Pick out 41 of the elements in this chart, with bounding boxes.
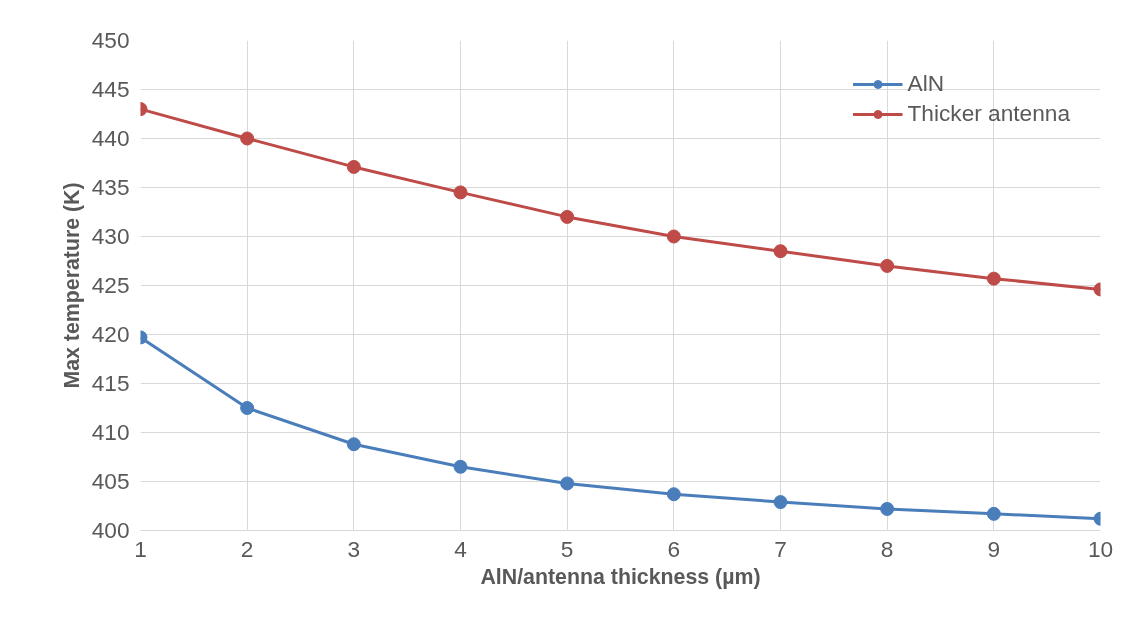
point	[986, 506, 1001, 521]
point	[346, 437, 361, 452]
point	[560, 476, 575, 491]
y-tick-label: 445	[91, 76, 130, 102]
point	[986, 271, 1001, 286]
point	[773, 244, 788, 259]
x-tick-label: 7	[774, 535, 787, 562]
point	[880, 501, 895, 516]
point	[560, 209, 575, 224]
y-tick-label: 405	[91, 468, 130, 494]
point	[453, 459, 468, 474]
x-tick-label: 1	[134, 535, 147, 562]
point	[240, 401, 255, 415]
point	[240, 131, 255, 146]
x-axis-title: AlN/antenna thickness (µm)	[480, 564, 761, 589]
point	[666, 229, 681, 244]
x-tick-label: 9	[987, 535, 1001, 562]
y-tick-label: 435	[91, 174, 130, 200]
legend-label: Thicker antenna	[907, 100, 1070, 127]
y-tick-label: 425	[91, 272, 130, 298]
y-tick-label: 450	[91, 27, 130, 53]
x-tick-label: 4	[454, 535, 467, 562]
point	[346, 159, 361, 174]
point	[880, 258, 895, 273]
x-tick-label: 3	[347, 535, 361, 562]
point	[666, 487, 681, 502]
y-tick-label: 430	[91, 223, 130, 249]
point	[453, 185, 468, 200]
point	[773, 495, 788, 510]
x-tick-label: 10	[1087, 535, 1114, 562]
x-tick-label: 2	[240, 535, 254, 562]
y-tick-label: 415	[91, 370, 130, 396]
y-axis-title: Max temperature (K)	[59, 182, 84, 389]
x-tick-label: 5	[560, 535, 574, 562]
y-tick-label: 400	[91, 517, 130, 543]
x-tick-label: 6	[667, 535, 681, 562]
legend-label: AlN	[907, 70, 945, 97]
y-tick-label: 410	[91, 419, 130, 445]
x-tick-label: 8	[880, 535, 894, 562]
y-tick-label: 420	[91, 321, 130, 347]
y-tick-label: 440	[91, 125, 130, 151]
